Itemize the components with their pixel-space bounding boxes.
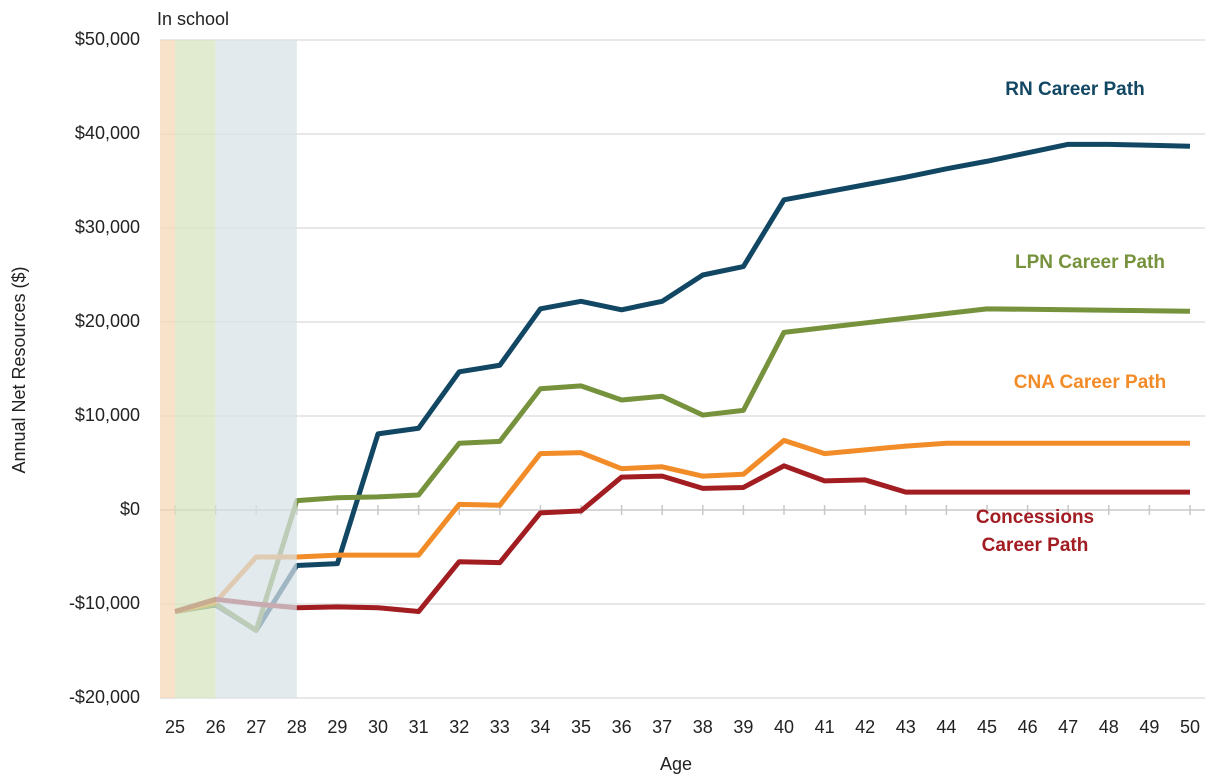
x-tick-label: 39 — [733, 717, 753, 737]
x-tick-label: 50 — [1180, 717, 1200, 737]
legend-label: CNA Career Path — [1013, 372, 1167, 393]
x-tick-label: 37 — [652, 717, 672, 737]
y-tick-label: $30,000 — [75, 217, 140, 237]
x-tick-label: 27 — [246, 717, 266, 737]
series-line — [174, 306, 1191, 633]
x-tick-label: 43 — [896, 717, 916, 737]
school-band — [175, 40, 216, 698]
x-tick-label: 38 — [693, 717, 713, 737]
school-band — [160, 40, 176, 698]
annotation: In school — [157, 9, 229, 29]
y-tick-label: $0 — [120, 499, 140, 519]
legend-label: LPN Career Path — [1015, 252, 1165, 273]
x-tick-label: 25 — [165, 717, 185, 737]
x-tick-label: 34 — [530, 717, 550, 737]
legend-label: Concessions Career Path — [975, 507, 1095, 556]
x-axis-label: Age — [660, 754, 692, 774]
x-tick-label: 36 — [612, 717, 632, 737]
y-tick-label: $20,000 — [75, 311, 140, 331]
series-line — [174, 437, 1190, 614]
x-tick-label: 29 — [327, 717, 347, 737]
x-tick-label: 28 — [287, 717, 307, 737]
y-tick-label: -$10,000 — [69, 593, 140, 613]
x-tick-label: 31 — [409, 717, 429, 737]
series-line — [174, 141, 1191, 633]
x-tick-label: 40 — [774, 717, 794, 737]
x-tick-label: 48 — [1099, 717, 1119, 737]
school-band — [215, 40, 297, 698]
x-tick-label: 30 — [368, 717, 388, 737]
y-tick-label: $40,000 — [75, 123, 140, 143]
x-tick-label: 35 — [571, 717, 591, 737]
legend-label: RN Career Path — [1005, 79, 1145, 100]
x-tick-label: 47 — [1058, 717, 1078, 737]
y-tick-label: -$20,000 — [69, 687, 140, 707]
y-tick-label: $10,000 — [75, 405, 140, 425]
series-line — [174, 463, 1190, 615]
x-tick-label: 44 — [936, 717, 956, 737]
x-tick-label: 32 — [449, 717, 469, 737]
x-tick-label: 46 — [1018, 717, 1038, 737]
y-axis-label: Annual Net Resources ($) — [9, 266, 29, 473]
x-tick-label: 42 — [855, 717, 875, 737]
x-tick-label: 49 — [1139, 717, 1159, 737]
x-tick-label: 26 — [206, 717, 226, 737]
y-tick-label: $50,000 — [75, 29, 140, 49]
x-tick-label: 45 — [977, 717, 997, 737]
x-tick-label: 33 — [490, 717, 510, 737]
x-tick-label: 41 — [815, 717, 835, 737]
